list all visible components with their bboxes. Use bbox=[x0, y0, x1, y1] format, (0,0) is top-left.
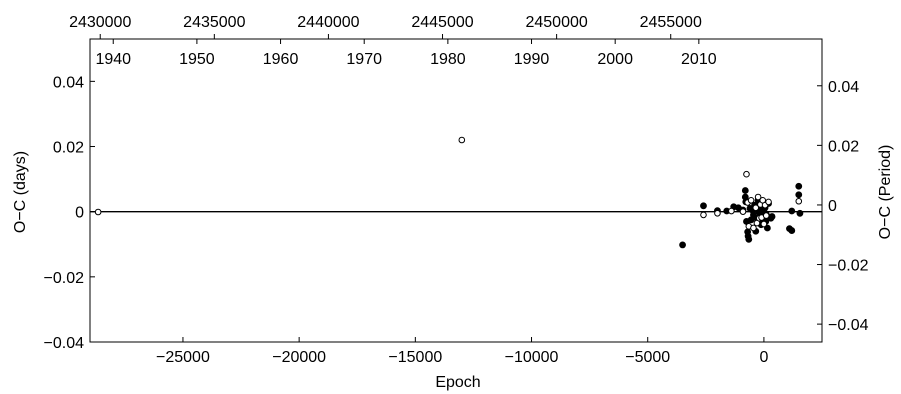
data-point-open bbox=[728, 207, 735, 215]
y-tick-label-left: 0.04 bbox=[53, 74, 84, 91]
data-point-open bbox=[700, 211, 707, 219]
data-point-filled bbox=[700, 202, 707, 210]
y-tick-label-left: 0 bbox=[75, 205, 84, 222]
data-point-open bbox=[762, 212, 770, 219]
x-tick-label: 0 bbox=[759, 349, 768, 366]
top-jd-tick-label: 2450000 bbox=[525, 14, 587, 31]
x-tick-label: −15000 bbox=[388, 349, 442, 366]
year-tick-label: 2010 bbox=[681, 51, 717, 68]
data-point-open bbox=[754, 193, 762, 201]
data-point-open bbox=[765, 198, 772, 206]
top-jd-tick-label: 2435000 bbox=[183, 14, 245, 31]
y-tick-label-left: 0.02 bbox=[53, 140, 84, 157]
data-point-filled bbox=[796, 209, 804, 217]
data-point-filled bbox=[741, 187, 749, 194]
top-jd-tick-label: 2440000 bbox=[297, 14, 359, 31]
data-points bbox=[94, 136, 804, 249]
data-point-open bbox=[760, 220, 768, 228]
year-tick-label: 1960 bbox=[263, 51, 299, 68]
x-tick-label: −25000 bbox=[156, 349, 210, 366]
data-point-open bbox=[94, 208, 102, 216]
data-point-open bbox=[795, 197, 803, 205]
y-tick-label-left: −0.04 bbox=[44, 335, 85, 352]
year-tick-label: 1950 bbox=[179, 51, 215, 68]
x-tick-label: −5000 bbox=[625, 349, 670, 366]
y-axis-title-right: O−C (Period) bbox=[877, 145, 894, 240]
year-tick-label: 2000 bbox=[597, 51, 633, 68]
data-point-open bbox=[714, 210, 721, 217]
y-tick-label-right: 0.02 bbox=[828, 138, 859, 155]
plot-box bbox=[89, 38, 823, 343]
top-jd-tick-label: 2430000 bbox=[69, 14, 131, 31]
plot-frame bbox=[89, 38, 823, 343]
data-point-filled bbox=[788, 227, 796, 234]
y-axis-title-left: O−C (days) bbox=[12, 151, 29, 233]
x-tick-label: −10000 bbox=[505, 349, 559, 366]
year-tick-label: 1970 bbox=[346, 51, 382, 68]
top-jd-tick-label: 2455000 bbox=[640, 14, 702, 31]
year-tick-label: 1990 bbox=[514, 51, 550, 68]
data-point-filled bbox=[745, 235, 753, 243]
data-point-filled bbox=[679, 241, 686, 249]
y-tick-label-right: 0.04 bbox=[828, 79, 859, 96]
x-tick-label: −20000 bbox=[272, 349, 326, 366]
data-point-filled bbox=[788, 207, 796, 215]
axis-ticks bbox=[90, 34, 822, 343]
data-point-open bbox=[750, 224, 757, 232]
data-point-filled bbox=[795, 191, 803, 199]
year-tick-label: 1980 bbox=[430, 51, 466, 68]
tick-labels: −25000 −20000 −15000 −10000 −5000 0 2430000 243… bbox=[44, 14, 869, 366]
year-tick-label: 1940 bbox=[95, 51, 131, 68]
data-point-open bbox=[752, 204, 760, 212]
data-point-open bbox=[743, 170, 750, 178]
data-point-open bbox=[739, 208, 747, 215]
top-jd-tick-label: 2445000 bbox=[411, 14, 473, 31]
y-tick-label-left: −0.02 bbox=[44, 270, 85, 287]
data-point-open bbox=[458, 136, 466, 144]
data-point-filled bbox=[795, 182, 803, 190]
y-tick-label-right: −0.02 bbox=[828, 258, 869, 275]
data-point-open bbox=[747, 196, 755, 204]
y-tick-label-right: 0 bbox=[828, 198, 837, 215]
data-point-filled bbox=[768, 213, 776, 220]
x-axis-title: Epoch bbox=[435, 374, 480, 391]
y-tick-label-right: −0.04 bbox=[828, 317, 869, 334]
